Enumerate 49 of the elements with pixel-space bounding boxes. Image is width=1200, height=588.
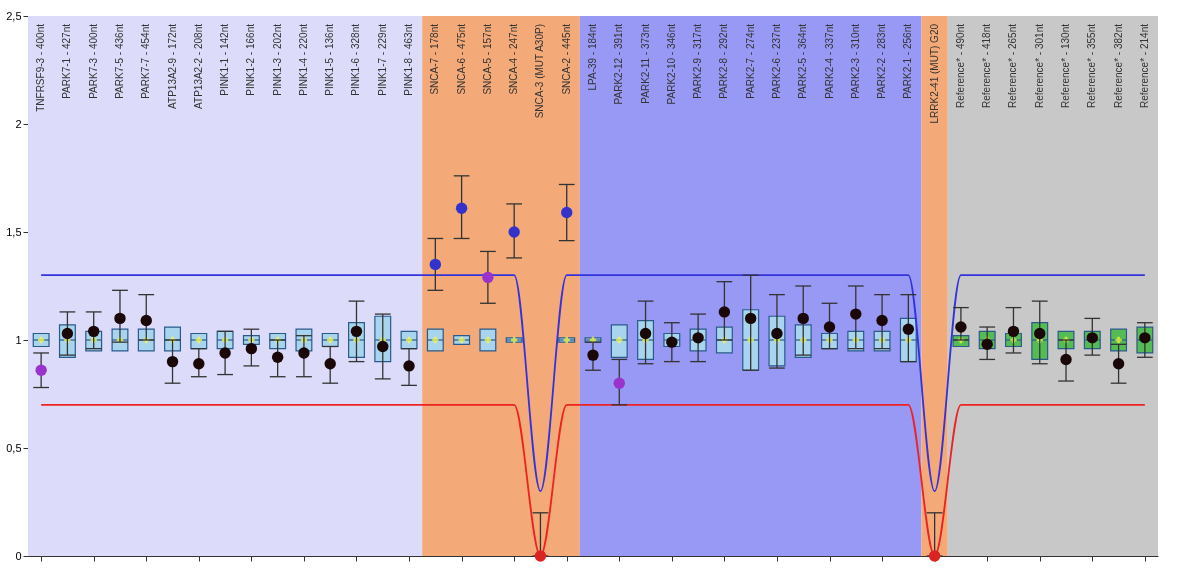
x-tick-label: PARK2-8 - 292nt: [718, 23, 730, 99]
x-tick-label: PARK2-3 - 310nt: [849, 23, 861, 99]
y-tick-label: 0,5: [6, 441, 22, 454]
x-tick-label: Reference* - 214nt: [1138, 23, 1150, 108]
y-tick-label: 0: [15, 549, 22, 562]
y-tick-label: 2,5: [6, 9, 22, 22]
x-tick-label: PINK1-6 - 328nt: [350, 23, 362, 96]
x-tick-label: PARK2-4 - 337nt: [823, 23, 835, 99]
x-tick-label: PINK1-7 - 229nt: [376, 23, 388, 96]
x-tick-label: Reference* - 490nt: [954, 23, 966, 108]
x-tick-label: PINK1-3 - 202nt: [271, 23, 283, 96]
x-tick-label: Reference* - 301nt: [1033, 23, 1045, 108]
x-tick-label: PINK1-1 - 142nt: [219, 23, 231, 96]
x-tick-label: SNCA-5 - 157nt: [481, 23, 493, 95]
x-tick-label: PARK2-10 - 346nt: [665, 23, 677, 105]
x-tick-label: SNCA-2 - 445nt: [560, 23, 572, 95]
x-tick-label: PINK1-2 - 166nt: [245, 23, 257, 96]
x-tick-label: PARK2-12 - 391nt: [613, 23, 625, 105]
x-tick-label: TNFRSF9-3 - 400nt: [35, 23, 47, 112]
x-tick-label: PARK2-5 - 364nt: [797, 23, 809, 99]
x-tick-label: SNCA-7 - 178nt: [429, 23, 441, 95]
x-tick-label: PARK7-1 - 427nt: [61, 23, 73, 99]
x-tick-label: PARK2-7 - 274nt: [744, 23, 756, 99]
x-tick-label: SNCA-6 - 475nt: [455, 23, 467, 95]
x-tick-label: Reference* - 382nt: [1112, 23, 1124, 108]
x-tick-label: PINK1-4 - 220nt: [297, 23, 309, 96]
x-tick-label: PARK2-1 - 256nt: [902, 23, 914, 99]
x-tick-label: PARK2-11 - 373nt: [639, 23, 651, 104]
x-tick-label: PINK1-5 - 136nt: [324, 23, 336, 96]
x-tick-label: LRRK2-41 (MUT) G20: [928, 23, 940, 124]
x-tick-label: Reference* - 355nt: [1086, 23, 1098, 108]
x-tick-label: PARK7-3 - 400nt: [87, 23, 99, 99]
x-tick-label: SNCA-3 (MUT A30P): [534, 24, 546, 119]
x-tick-label: PARK7-5 - 436nt: [113, 23, 125, 99]
x-tick-label: PARK2-9 - 317nt: [692, 23, 704, 99]
x-tick-label: PINK1-8 - 463nt: [403, 23, 415, 96]
y-tick-label: 1,5: [6, 225, 22, 238]
x-tick-label: SNCA-4 - 247nt: [508, 23, 520, 95]
x-tick-label: PARK2-2 - 283nt: [876, 23, 888, 99]
x-tick-label: LPA-39 - 184nt: [587, 23, 598, 91]
y-tick-label: 1: [15, 333, 22, 346]
x-tick-label: Reference* - 265nt: [1007, 23, 1019, 108]
x-tick-label: PARK7-7 - 454nt: [140, 23, 152, 99]
x-tick-label: ATP13A2-9 - 172nt: [166, 23, 178, 109]
x-tick-label: Reference* - 418nt: [981, 23, 993, 108]
x-tick-label: PARK2-6 - 237nt: [770, 23, 782, 99]
x-tick-label: Reference* - 130nt: [1060, 23, 1072, 108]
x-tick-label: ATP13A2-2 - 208nt: [192, 23, 204, 109]
y-tick-label: 2: [15, 117, 22, 130]
